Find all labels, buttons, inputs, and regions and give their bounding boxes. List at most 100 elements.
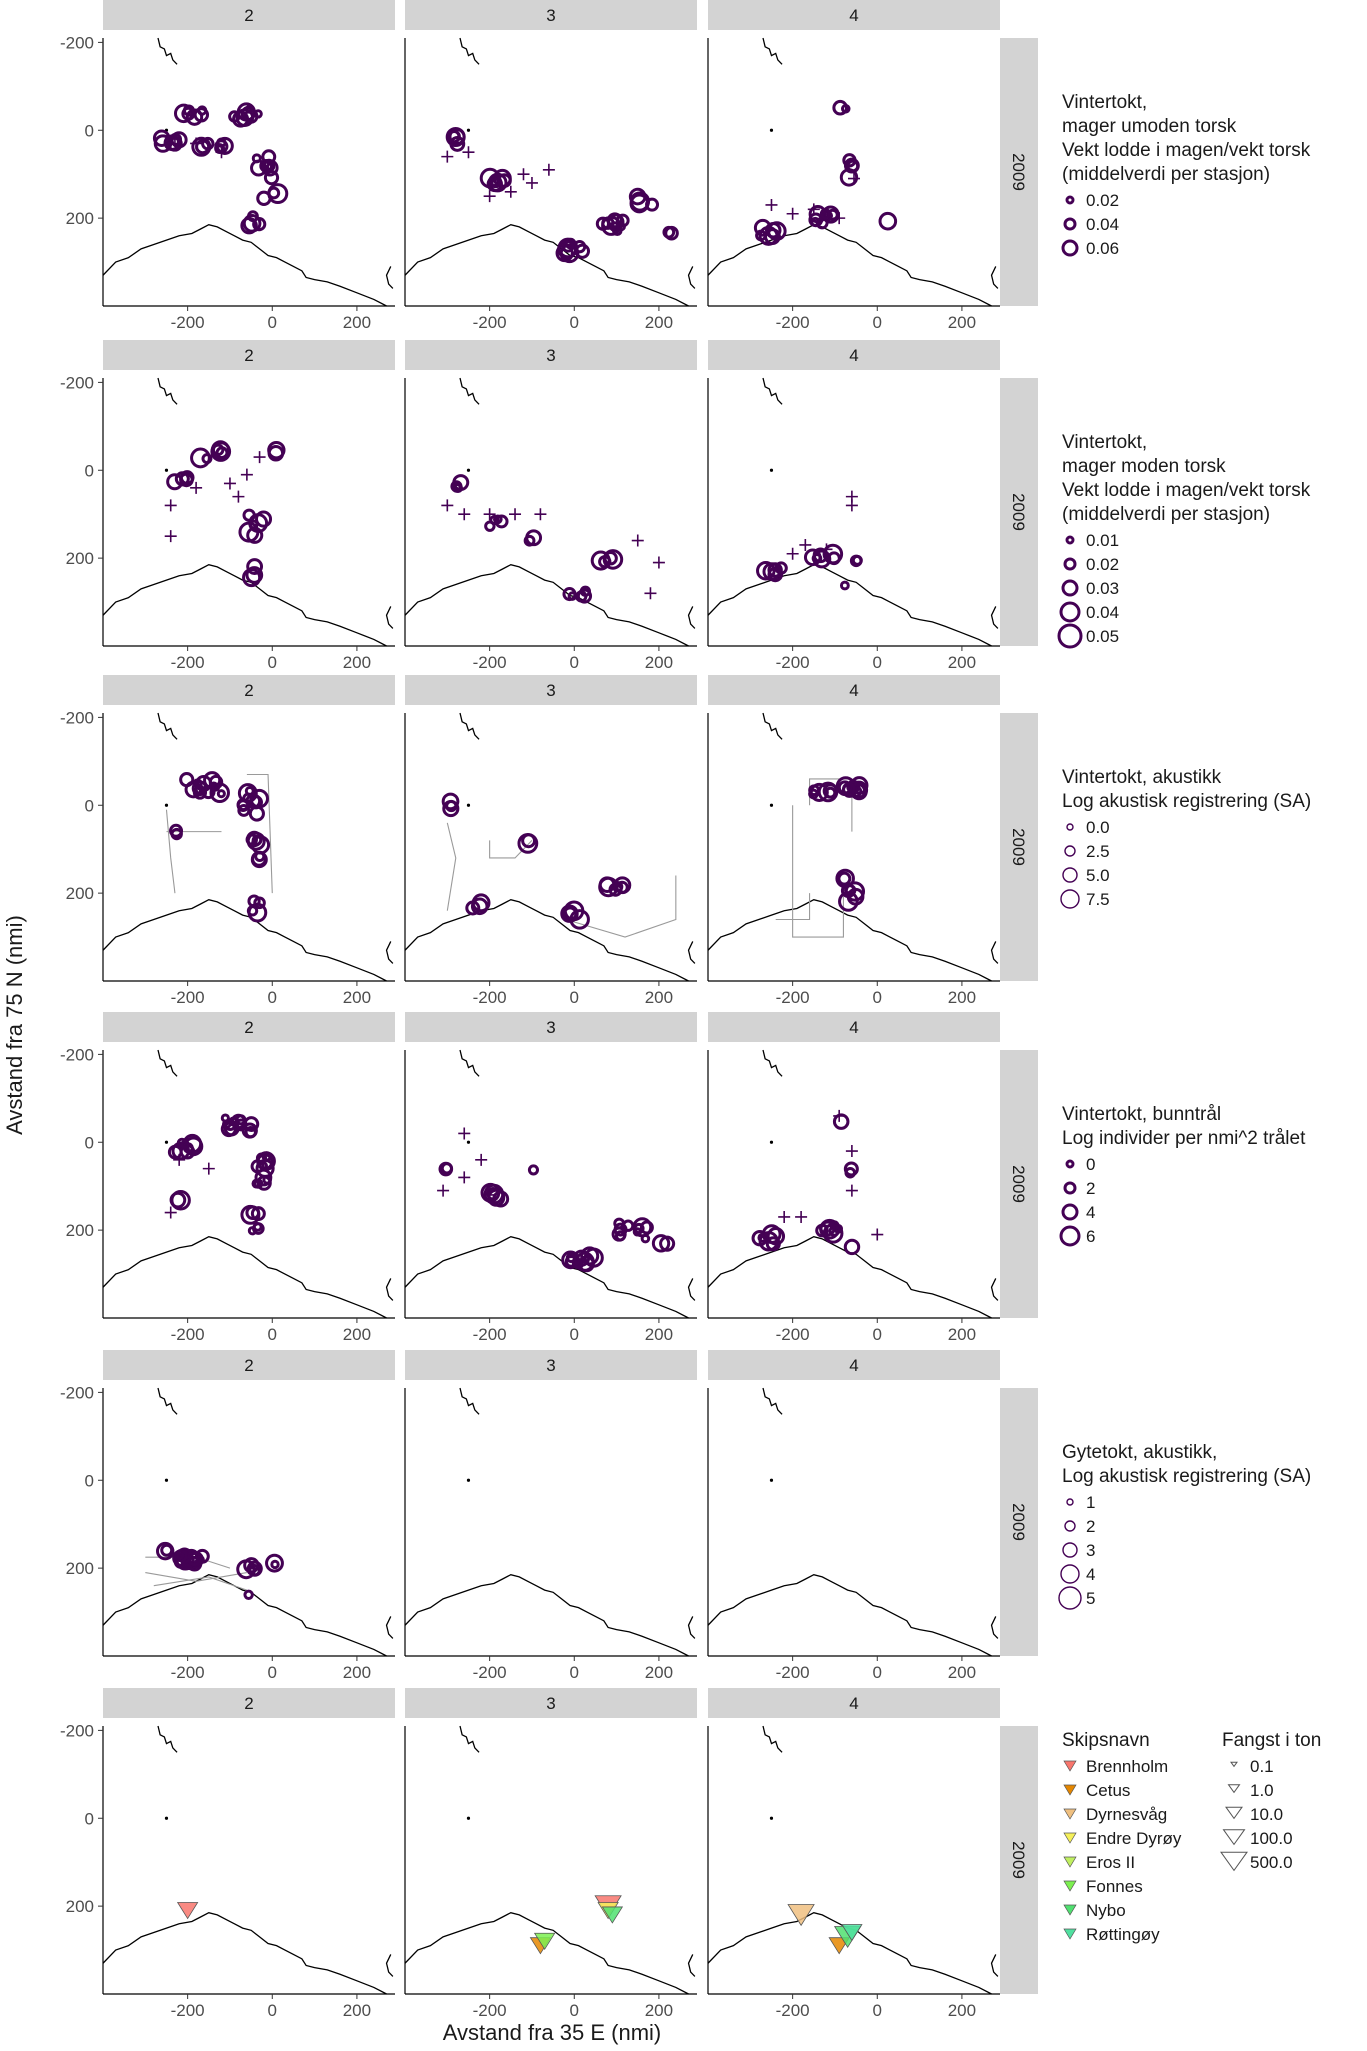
x-tick-label: -200 (473, 1663, 507, 1682)
zero-station-cross (215, 146, 228, 159)
legend-key (1063, 1808, 1077, 1820)
facet-strip (103, 340, 395, 370)
y-tick-label: 200 (66, 1221, 94, 1240)
coastline (404, 1912, 689, 1995)
bjornoya-marker (466, 803, 471, 807)
station-point (560, 904, 579, 923)
coastline (707, 564, 992, 647)
station-point (761, 1224, 782, 1244)
legend-label: 0 (1086, 1155, 1095, 1174)
legend-label: Cetus (1086, 1781, 1130, 1800)
station-point (240, 216, 258, 235)
kola-coast (687, 1278, 696, 1301)
station-point (662, 225, 676, 239)
x-tick-label: 0 (268, 2001, 277, 2020)
legend-key (1059, 1225, 1081, 1247)
svalbard-coast (157, 1049, 178, 1077)
facet-row: 2 -200 0 200 200 0 -200 3 -200 0 200 4 -200 0 200 2009 V… (60, 1012, 1306, 1344)
legend-label: Nybo (1086, 1901, 1126, 1920)
row-strip (1000, 1050, 1038, 1318)
x-tick-label: 0 (570, 1663, 579, 1682)
bjornoya-marker (164, 1140, 169, 1144)
svalbard-coast (459, 1387, 480, 1415)
station-point (256, 190, 272, 206)
facet-strip (103, 675, 395, 705)
legend-key (1222, 1829, 1246, 1846)
station-point (174, 471, 190, 487)
legend-key (1066, 823, 1074, 831)
y-tick-label: 200 (66, 209, 94, 228)
zero-station-cross (462, 146, 475, 159)
legend-label: Røttingøy (1086, 1925, 1160, 1944)
station-point (220, 1113, 230, 1123)
survey-track (153, 1576, 248, 1591)
x-tick-label: -200 (171, 313, 205, 332)
coastline (102, 224, 387, 307)
svalbard-coast (157, 1725, 178, 1753)
x-tick-label: -200 (171, 988, 205, 1007)
zero-station-cross (799, 538, 812, 551)
svalbard-coast (762, 377, 783, 405)
kola-coast (990, 941, 999, 964)
coastline (102, 1574, 387, 1657)
station-point (250, 835, 271, 855)
bjornoya-marker (769, 1816, 774, 1820)
station-point (837, 871, 852, 886)
zero-station-cross (458, 508, 471, 521)
facet-strip (103, 1012, 395, 1042)
row-strip-label: 2009 (1009, 153, 1028, 191)
x-tick-label: 0 (570, 653, 579, 672)
legend-key (1063, 217, 1077, 231)
legend-key (1063, 1181, 1077, 1195)
legend-label: 1 (1086, 1493, 1095, 1512)
legend-title: mager moden torsk (1062, 456, 1226, 477)
survey-track (775, 893, 811, 921)
legend-title: Vekt lodde i magen/vekt torsk (1062, 480, 1311, 501)
x-tick-label: 0 (873, 653, 882, 672)
svalbard-coast (459, 1049, 480, 1077)
station-point (490, 177, 502, 189)
facet-strip (103, 1688, 395, 1718)
station-point (237, 803, 251, 817)
bjornoya-marker (466, 1140, 471, 1144)
svalbard-coast (762, 712, 783, 740)
zero-station-cross (202, 1162, 215, 1175)
x-tick-label: 200 (948, 2001, 976, 2020)
zero-station-cross (483, 190, 496, 203)
station-point (270, 1559, 280, 1570)
kola-coast (385, 1954, 394, 1977)
row-strip-label: 2009 (1009, 828, 1028, 866)
legend-key (1061, 1203, 1079, 1221)
zero-station-cross (483, 1188, 496, 1201)
zero-station-cross (223, 477, 236, 490)
station-point (819, 1220, 836, 1237)
kola-coast (990, 266, 999, 289)
legend-key (1065, 1159, 1075, 1169)
station-point (236, 799, 250, 812)
x-tick-label: 0 (873, 2001, 882, 2020)
station-point (176, 1547, 193, 1564)
station-point (628, 187, 647, 206)
y-tick-label: -200 (60, 33, 94, 52)
legend-label: 6 (1086, 1227, 1095, 1246)
zero-station-cross (504, 185, 517, 198)
legend-label: 5 (1086, 1589, 1095, 1608)
legend-label: 1.0 (1250, 1781, 1274, 1800)
station-point (878, 211, 898, 231)
legend-title: (middelverdi per stasjon) (1062, 504, 1270, 525)
y-tick-label: 0 (85, 796, 94, 815)
station-point (486, 175, 503, 193)
station-point (245, 1205, 261, 1221)
legend-key (1066, 1498, 1074, 1506)
station-point (824, 786, 837, 799)
legend-key (1061, 579, 1079, 597)
facet-strip (103, 1350, 395, 1380)
station-point (832, 1113, 850, 1130)
zero-station-cross (190, 137, 203, 150)
legend-key (1063, 1760, 1077, 1772)
station-point (246, 1566, 256, 1576)
bjornoya-marker (769, 128, 774, 132)
legend-label: 100.0 (1250, 1829, 1293, 1848)
bjornoya-marker (466, 468, 471, 472)
zero-station-cross (833, 1109, 846, 1122)
